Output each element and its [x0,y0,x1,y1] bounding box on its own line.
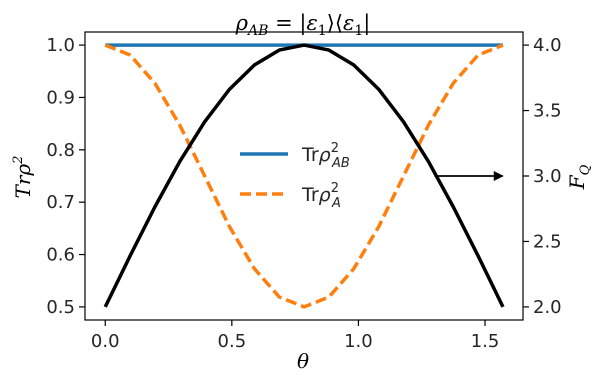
chart-title: ρAB = |ε1⟩⟨ε1| [235,11,371,39]
y-left-tick-label: 0.5 [46,297,75,318]
y-right-tick-label: 2.5 [533,231,562,252]
tick-layer: 0.0 0.5 1.0 1.5 0.5 0.6 0.7 0.8 0.9 1.0 2.0 2.5 3.0 3… [46,35,561,352]
y-right-tick-label: 3.5 [533,101,562,122]
x-tick-label: 1.0 [344,331,373,352]
y-right-axis-title: FQ [565,164,593,190]
y-left-tick-label: 0.8 [46,140,75,161]
y-right-tick-label: 2.0 [533,297,562,318]
y-left-axis-title: Trρ2 [11,156,35,199]
y-left-tick-label: 0.6 [46,245,75,266]
y-left-tick-label: 1.0 [46,35,75,56]
series-line-1 [104,43,504,309]
x-tick-label: 1.5 [471,331,500,352]
x-axis-title: θ [297,349,309,373]
legend-label-ab: Trρ2 AB [301,141,350,171]
x-tick-label: 0.0 [91,331,120,352]
y-right-tick-label: 4.0 [533,35,562,56]
legend-label-a: Trρ2 A [301,181,341,211]
y-left-tick-label: 0.7 [46,192,75,213]
x-tick-label: 0.5 [218,331,247,352]
legend: Trρ2 AB Trρ2 A [240,141,350,211]
y-right-tick-label: 3.0 [533,166,562,187]
y-left-tick-label: 0.9 [46,87,75,108]
